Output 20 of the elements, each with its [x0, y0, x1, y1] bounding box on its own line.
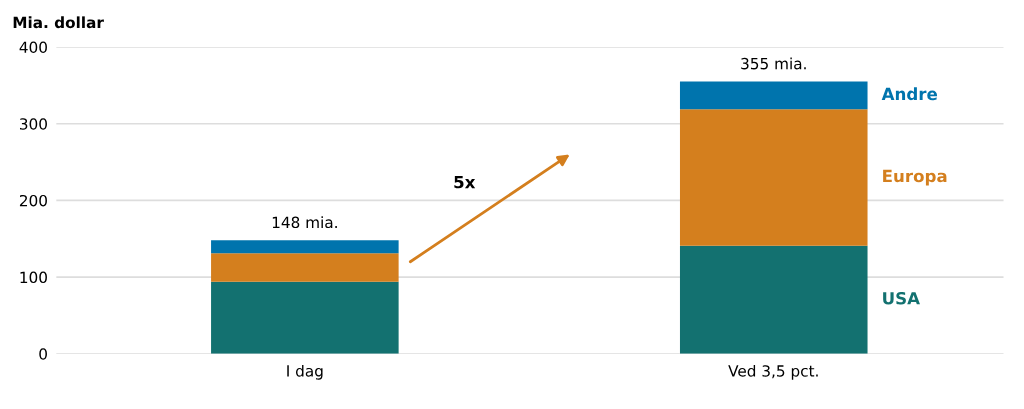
bar [679, 81, 868, 110]
x-tick-label: I dag [287, 364, 323, 380]
series-label: Europa [883, 169, 947, 186]
y-axis-title: Mia. dollar [13, 16, 104, 29]
bar [679, 109, 868, 246]
bar [211, 240, 399, 254]
series-label: Andre [881, 87, 938, 101]
x-tick-label: Ved 3,5 pct. [728, 364, 818, 380]
y-tick-label: 200 [19, 194, 47, 207]
bar [211, 281, 399, 354]
bar [211, 253, 399, 282]
annotation: 5x [454, 175, 476, 189]
total-label: 355 mia. [741, 57, 806, 70]
y-tick-label: 300 [19, 118, 47, 130]
y-tick-label: 100 [20, 271, 47, 284]
y-tick-label: 0 [39, 348, 47, 360]
total-label: 148 mia. [272, 216, 337, 229]
y-tick-label: 400 [19, 41, 47, 54]
series-label: USA [883, 291, 920, 305]
bar [679, 245, 868, 354]
